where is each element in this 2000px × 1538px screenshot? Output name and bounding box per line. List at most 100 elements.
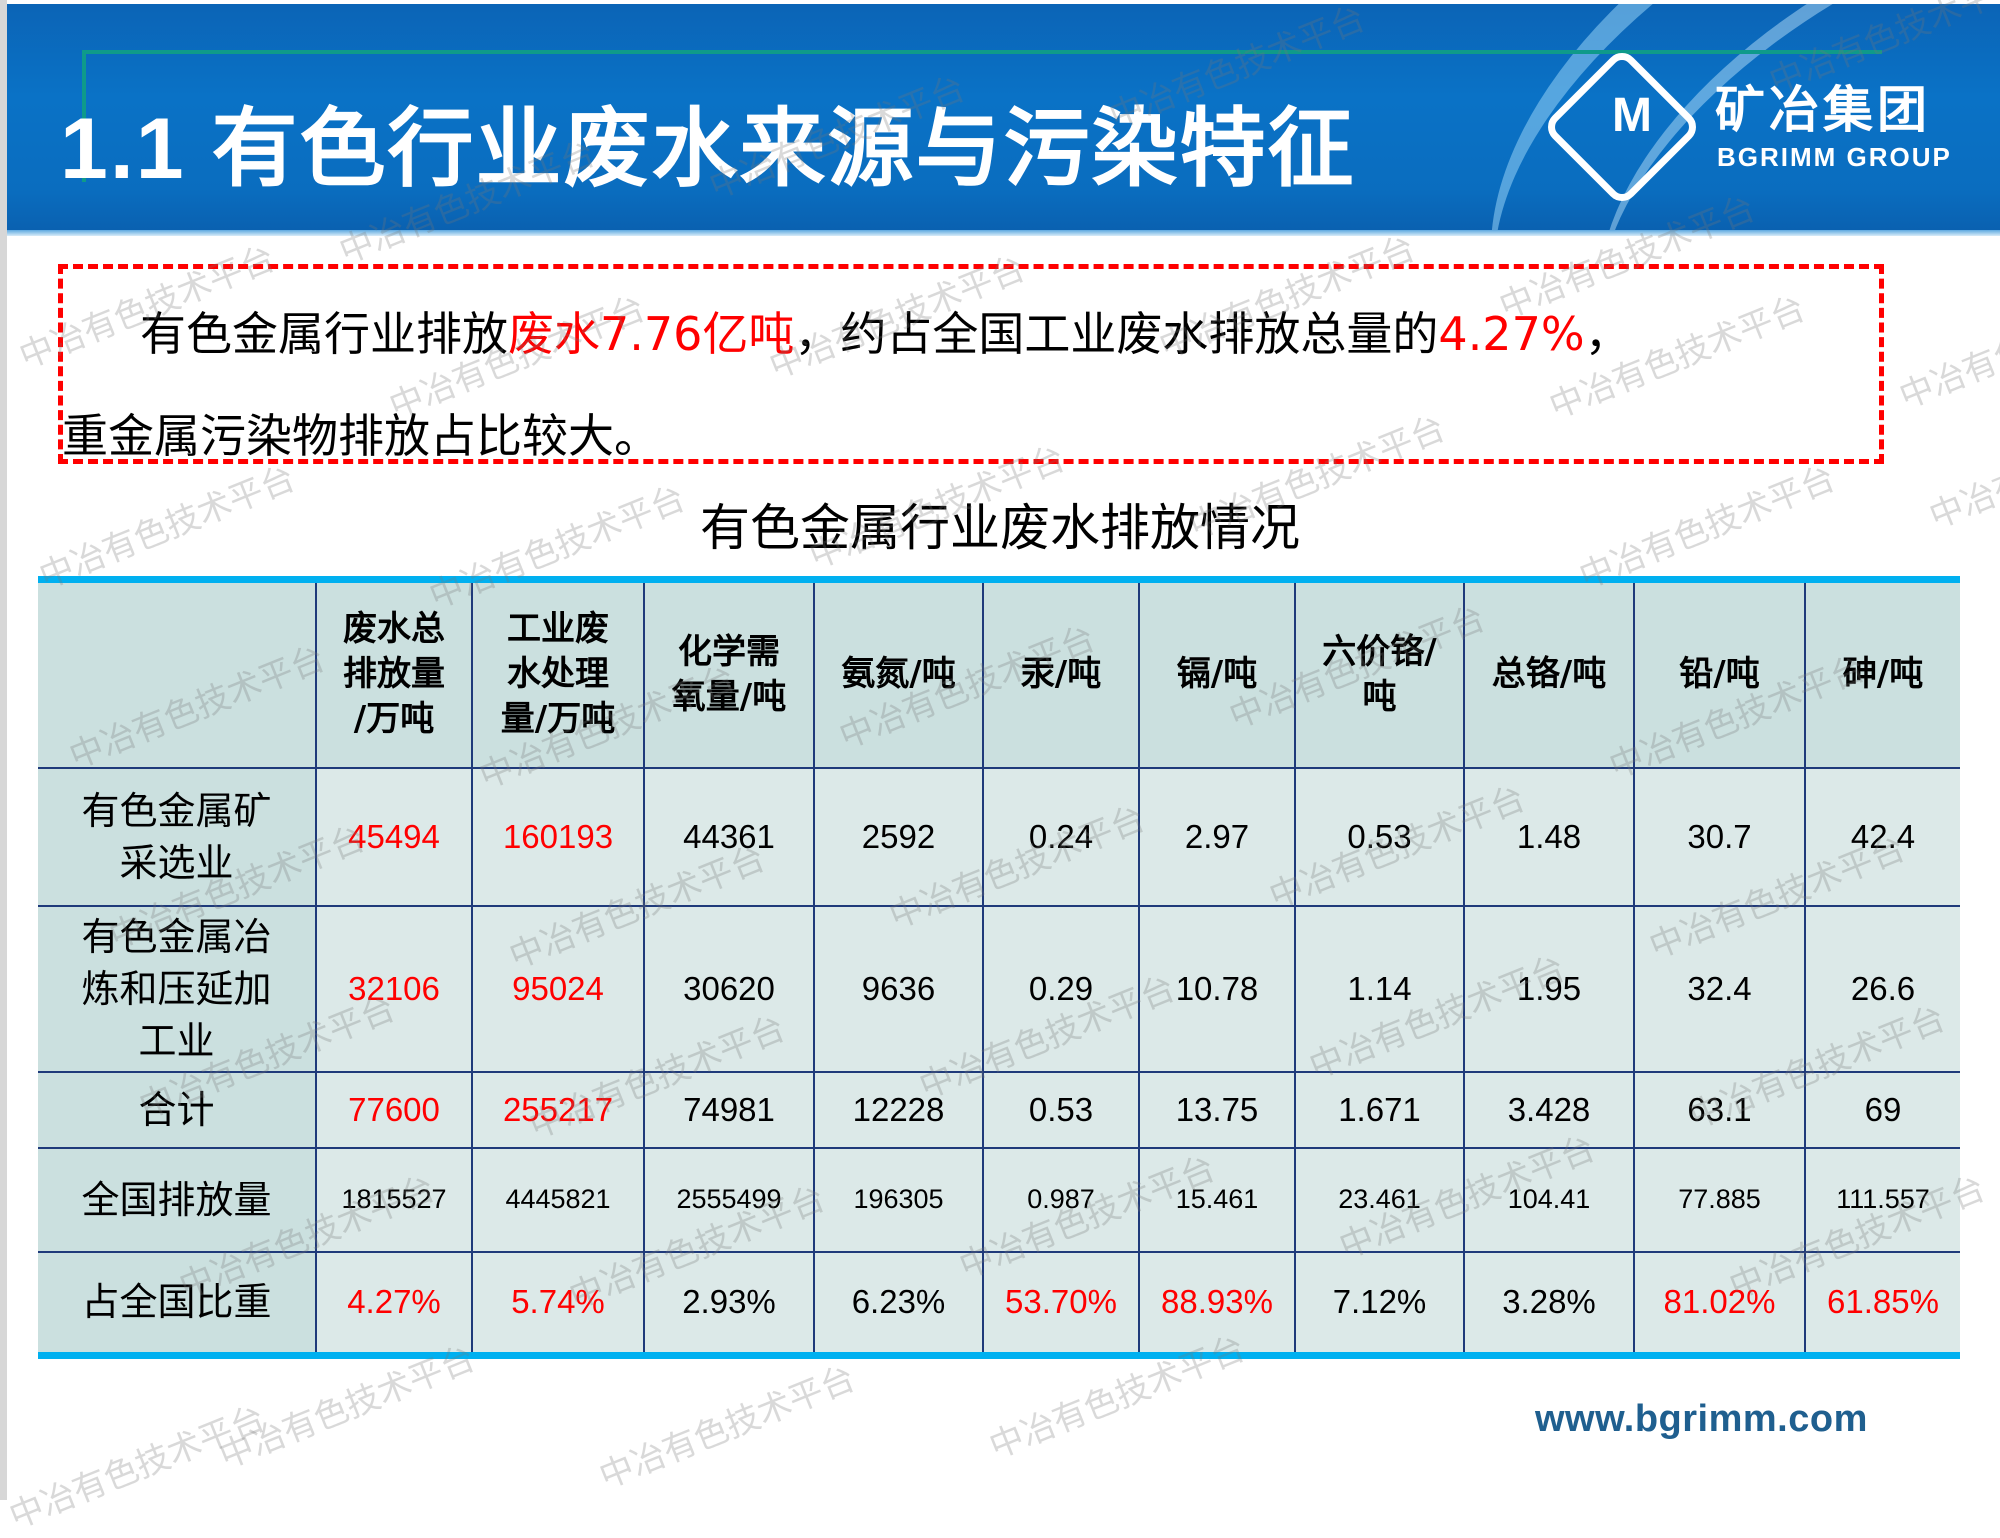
table-cell: 5.74% — [471, 1250, 645, 1357]
title-accent-line-vertical — [82, 50, 86, 182]
table-cell: 0.29 — [982, 904, 1140, 1073]
column-header: 六价铬/吨 — [1294, 578, 1465, 769]
column-header-line: 汞/吨 — [1020, 654, 1102, 695]
logo-name-en: BGRIMM GROUP — [1717, 142, 1952, 172]
column-header: 镉/吨 — [1138, 578, 1296, 769]
table-cell: 1.95 — [1463, 904, 1635, 1073]
row-header-line: 占全国比重 — [81, 1280, 272, 1325]
column-header-line: 氧量/吨 — [671, 676, 787, 717]
share-percent-highlight: 4.27% — [1438, 307, 1585, 361]
table-cell: 32.4 — [1633, 904, 1806, 1073]
column-header-line: 镉/吨 — [1176, 654, 1258, 695]
column-header: 汞/吨 — [982, 578, 1140, 769]
column-header: 砷/吨 — [1804, 578, 1960, 769]
table-cell: 10.78 — [1138, 904, 1296, 1073]
column-header: 氨氮/吨 — [813, 578, 984, 769]
summary-line-1: 有色金属行业排放废水7.76亿吨，约占全国工业废水排放总量的4.27%， — [140, 298, 1631, 364]
slide-header-bar — [7, 4, 2000, 236]
table-cell: 12228 — [813, 1070, 984, 1149]
column-header-line: 水处理 — [507, 654, 609, 695]
table-cell: 2592 — [813, 766, 984, 907]
table-cell: 2555499 — [643, 1146, 815, 1253]
column-header-line: 废水总 — [343, 609, 445, 650]
title-accent-line — [82, 50, 1882, 54]
table-cell: 1.48 — [1463, 766, 1635, 907]
wastewater-volume-highlight: 废水7.76亿吨 — [508, 307, 795, 361]
table-cell: 74981 — [643, 1070, 815, 1149]
summary-text: 有色金属行业排放 — [140, 307, 508, 361]
table-cell: 0.53 — [1294, 766, 1465, 907]
table-cell: 81.02% — [1633, 1250, 1806, 1357]
table-cell: 30.7 — [1633, 766, 1806, 907]
table-cell: 44361 — [643, 766, 815, 907]
watermark-text: 中冶有色技术平台 — [593, 1358, 861, 1498]
summary-text: ， — [1584, 307, 1631, 361]
watermark-text: 中冶有色技术平台 — [1893, 278, 2000, 418]
table-cell: 0.53 — [982, 1070, 1140, 1149]
row-header: 有色金属冶炼和压延加工业 — [38, 904, 317, 1073]
table-cell: 1.14 — [1294, 904, 1465, 1073]
row-header-line: 全国排放量 — [81, 1177, 272, 1222]
column-header-line: 铅/吨 — [1679, 654, 1760, 695]
table-cell: 3.428 — [1463, 1070, 1635, 1149]
summary-callout-box — [58, 264, 1884, 464]
table-corner-cell — [38, 578, 317, 769]
table-cell: 1.671 — [1294, 1070, 1465, 1149]
row-header-line: 采选业 — [119, 840, 234, 885]
column-header-line: 排放量 — [343, 654, 445, 695]
row-header: 合计 — [38, 1070, 317, 1149]
column-header-line: 量/万吨 — [500, 699, 616, 740]
table-cell: 9636 — [813, 904, 984, 1073]
table-cell: 0.987 — [982, 1146, 1140, 1253]
row-header-line: 工业 — [138, 1018, 215, 1063]
table-header-row: 废水总 排放量/万吨 工业废 水处理 量/万吨 化学需 氧量/吨 氨氮/吨 汞/吨 镉/吨 六价铬/… — [38, 578, 1960, 769]
wastewater-emission-table: 废水总 排放量/万吨 工业废 水处理 量/万吨 化学需 氧量/吨 氨氮/吨 汞/吨 镉/吨 六价铬/… — [38, 576, 1960, 1359]
table-cell: 196305 — [813, 1146, 984, 1253]
column-header: 总铬/吨 — [1463, 578, 1635, 769]
table-row: 全国排放量 1815527 4445821 2555499 196305 0.987 15.… — [38, 1146, 1960, 1253]
table-cell: 77600 — [315, 1070, 473, 1149]
table-cell: 7.12% — [1294, 1250, 1465, 1357]
summary-line-2: 重金属污染物排放占比较大。 — [62, 409, 660, 463]
table-cell: 45494 — [315, 766, 473, 907]
column-header-line: /万吨 — [353, 699, 435, 740]
table-cell: 3.28% — [1463, 1250, 1635, 1357]
table-title: 有色金属行业废水排放情况 — [700, 499, 1300, 557]
summary-text: ，约占全国工业废水排放总量的 — [794, 307, 1439, 361]
footer-website-url: www.bgrimm.com — [1535, 1398, 1868, 1440]
column-header: 化学需 氧量/吨 — [643, 578, 815, 769]
table-cell: 69 — [1804, 1070, 1960, 1149]
column-header-line: 工业废 — [507, 609, 609, 650]
table-cell: 160193 — [471, 766, 645, 907]
slide-title: 1.1 有色行业废水来源与污染特征 — [60, 101, 1356, 197]
table-cell: 26.6 — [1804, 904, 1960, 1073]
table-cell: 95024 — [471, 904, 645, 1073]
column-header: 废水总 排放量/万吨 — [315, 578, 473, 769]
table-row: 有色金属冶 炼和压延加 工业 32106 95024 30620 9636 0.29 10.78… — [38, 904, 1960, 1073]
watermark-text: 中冶有色技术平台 — [3, 1398, 271, 1538]
table-cell: 111.557 — [1804, 1146, 1960, 1253]
table-cell: 32106 — [315, 904, 473, 1073]
table-cell: 53.70% — [982, 1250, 1140, 1357]
table-cell: 42.4 — [1804, 766, 1960, 907]
table-cell: 2.93% — [643, 1250, 815, 1357]
row-header-line: 合计 — [138, 1087, 215, 1132]
table-cell: 30620 — [643, 904, 815, 1073]
column-header: 工业废 水处理 量/万吨 — [471, 578, 645, 769]
column-header-line: 化学需 — [678, 631, 780, 672]
column-header-line: 六价铬/ — [1322, 631, 1437, 672]
row-header: 全国排放量 — [38, 1146, 317, 1253]
column-header: 铅/吨 — [1633, 578, 1806, 769]
table-cell: 77.885 — [1633, 1146, 1806, 1253]
table-cell: 61.85% — [1804, 1250, 1960, 1357]
company-logo: M 矿冶集团 BGRIMM GROUP — [1535, 46, 1955, 208]
row-header-line: 有色金属冶 — [81, 914, 272, 959]
table-cell: 88.93% — [1138, 1250, 1296, 1357]
table-cell: 104.41 — [1463, 1146, 1635, 1253]
table-row: 占全国比重 4.27% 5.74% 2.93% 6.23% 53.70% 88.93% 7.1… — [38, 1250, 1960, 1357]
table-row: 有色金属矿 采选业 45494 160193 44361 2592 0.24 2.97 0.53… — [38, 766, 1960, 907]
row-header-line: 炼和压延加 — [81, 966, 272, 1011]
table-row: 合计 77600 255217 74981 12228 0.53 13.75 1.671 3.4… — [38, 1070, 1960, 1149]
table-cell: 63.1 — [1633, 1070, 1806, 1149]
table-cell: 13.75 — [1138, 1070, 1296, 1149]
